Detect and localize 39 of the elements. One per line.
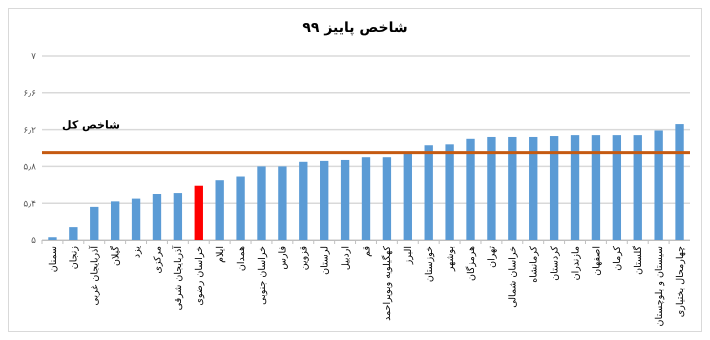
x-tick-label: خراسان جنوبی — [256, 246, 268, 305]
x-tick-label: سیستان و بلوچستان — [654, 246, 665, 326]
x-tick-label: آذربایجان شرقی — [172, 246, 184, 310]
x-tick-label: اصفهان — [591, 246, 602, 276]
x-tick-label: کهگیلویه وبویراحمد — [381, 246, 394, 321]
ref-line-label: شاخص کل — [62, 118, 120, 132]
y-tick-label: ۶٫۶ — [23, 88, 36, 99]
x-tick-label: قزوین — [298, 246, 310, 270]
x-tick-label: فارس — [278, 246, 289, 270]
x-tick-label: خراسان رضوی — [194, 246, 206, 306]
x-tick-label: هرمزگان — [464, 246, 477, 281]
x-tick-label: اردبیل — [340, 246, 352, 270]
x-tick-label: تهران — [486, 246, 498, 268]
x-tick-label: خوزستان — [424, 246, 436, 282]
x-tick-label: خراسان شمالی — [508, 246, 519, 308]
x-tick-label: کرمان — [612, 246, 624, 271]
y-tick-label: ۵ — [31, 236, 36, 246]
y-tick-label: ۵٫۸ — [23, 162, 36, 173]
x-tick-label: کردستان — [549, 246, 560, 281]
x-tick-label: چهارمحال بختیاری — [674, 246, 686, 318]
x-tick-label: ایلام — [215, 246, 226, 263]
y-tick-label: ۶٫۲ — [23, 126, 36, 136]
x-tick-label: آذربایجان غربی — [88, 246, 101, 306]
y-tick-label: ۷ — [31, 52, 36, 62]
x-tick-label: همدان — [236, 246, 247, 272]
x-tick-label: گلستان — [632, 246, 644, 275]
x-tick-label: زنجان — [68, 246, 80, 270]
x-tick-label: لرستان — [320, 246, 331, 275]
x-tick-label: کرمانشاه — [528, 246, 540, 283]
x-tick-label: البرز — [403, 246, 414, 266]
y-tick-label: ۵٫۴ — [23, 199, 36, 210]
x-tick-label: بوشهر — [444, 246, 456, 272]
x-tick-label: مرکزی — [152, 246, 164, 274]
x-tick-label: مازندران — [570, 246, 582, 280]
x-tick-label: سمنان — [48, 246, 59, 272]
x-tick-label: گیلان — [109, 246, 122, 266]
chart-title: شاخص پاییز ۹۹ — [302, 20, 408, 36]
x-tick-label: قم — [361, 246, 372, 257]
x-tick-label: یزد — [131, 246, 142, 258]
